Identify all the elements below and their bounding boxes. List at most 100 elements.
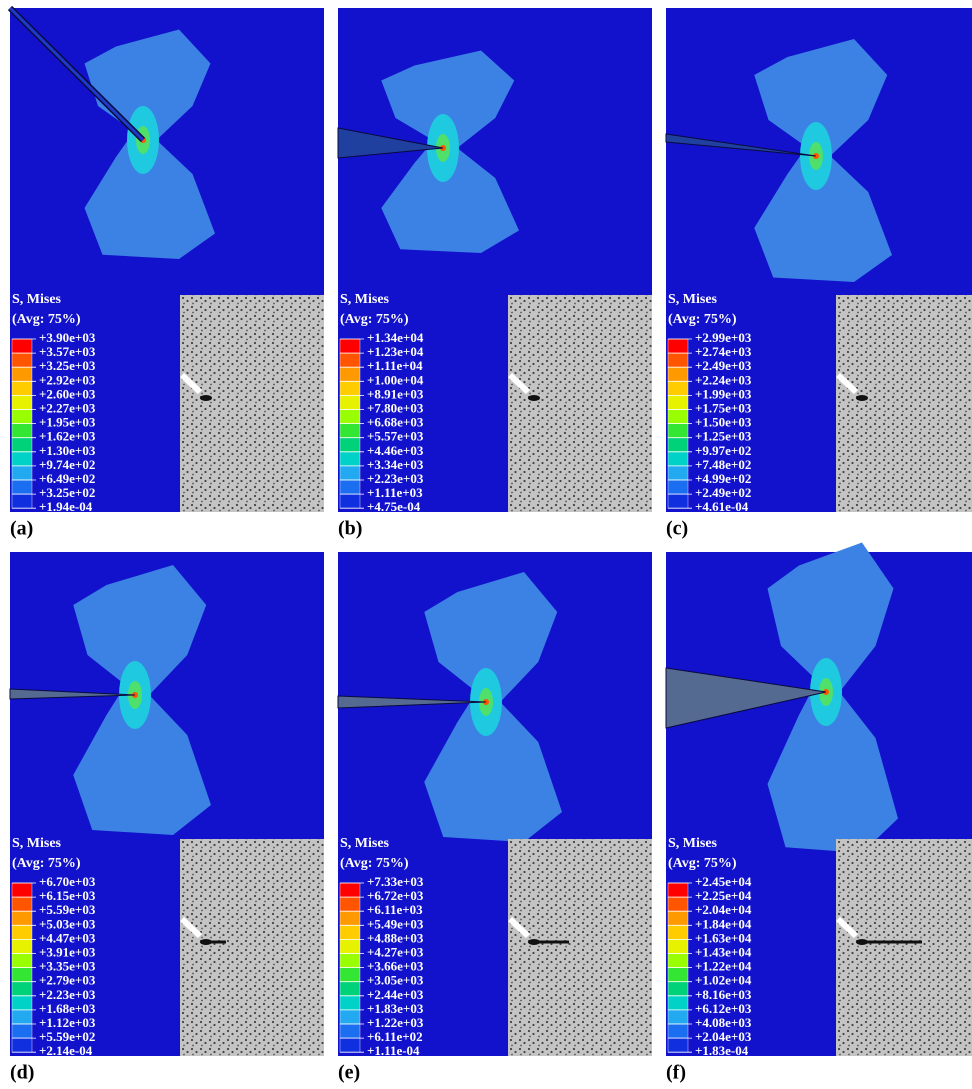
legend-swatch: [668, 381, 688, 395]
legend-value: +2.92e+03: [39, 372, 96, 387]
panel: S, Mises(Avg: 75%)+2.45e+04+2.25e+04+2.0…: [666, 543, 972, 1084]
legend-value: +1.22e+04: [695, 959, 752, 974]
legend-value: +7.33e+03: [367, 874, 424, 889]
legend-swatch: [340, 339, 360, 353]
legend-value: +1.00e+04: [367, 372, 424, 387]
legend-swatch: [340, 1010, 360, 1024]
legend-swatch: [668, 367, 688, 381]
legend-swatch: [340, 381, 360, 395]
legend-value: +1.84e+04: [695, 916, 752, 931]
legend-value: +2.23e+03: [39, 987, 96, 1002]
legend-swatch: [12, 954, 32, 968]
legend-value: +1.83e+03: [367, 1001, 424, 1016]
legend-swatch: [340, 925, 360, 939]
panel: S, Mises(Avg: 75%)+3.90e+03+3.57e+03+3.2…: [10, 8, 324, 540]
legend-value: +3.57e+03: [39, 344, 96, 359]
figure: S, Mises(Avg: 75%)+3.90e+03+3.57e+03+3.2…: [0, 0, 972, 1089]
legend-swatch: [340, 1024, 360, 1038]
legend-value: +5.57e+03: [367, 429, 424, 444]
legend-value: +5.59e+03: [39, 902, 96, 917]
legend-swatch: [668, 1010, 688, 1024]
legend-swatch: [668, 395, 688, 409]
legend-swatch: [12, 982, 32, 996]
legend-swatch: [668, 982, 688, 996]
legend-title: S, Mises: [668, 836, 718, 851]
legend-swatch: [668, 925, 688, 939]
legend-subtitle: (Avg: 75%): [668, 312, 737, 327]
legend-swatch: [340, 1038, 360, 1052]
legend-swatch: [12, 452, 32, 466]
legend-swatch: [12, 939, 32, 953]
legend-value: +2.99e+03: [695, 330, 752, 345]
legend-value: +2.49e+02: [695, 485, 751, 500]
legend-swatch: [668, 452, 688, 466]
legend-swatch: [12, 410, 32, 424]
legend-swatch: [12, 968, 32, 982]
panel-label: (b): [338, 518, 362, 540]
inset-crack-tip: [528, 395, 540, 401]
legend-swatch: [12, 996, 32, 1010]
legend-value: +6.70e+03: [39, 874, 96, 889]
legend-swatch: [340, 452, 360, 466]
legend-swatch: [668, 911, 688, 925]
legend-value: +1.83e-04: [695, 1043, 749, 1058]
legend-value: +1.30e+03: [39, 443, 96, 458]
legend-swatch: [668, 968, 688, 982]
panel: S, Mises(Avg: 75%)+2.99e+03+2.74e+03+2.4…: [666, 8, 972, 540]
legend-swatch: [340, 395, 360, 409]
legend-swatch: [340, 982, 360, 996]
legend-swatch: [668, 494, 688, 508]
panel: S, Mises(Avg: 75%)+1.34e+04+1.23e+04+1.1…: [338, 8, 652, 540]
legend-value: +2.74e+03: [695, 344, 752, 359]
legend-value: +4.08e+03: [695, 1015, 752, 1030]
legend-swatch: [668, 339, 688, 353]
legend-value: +2.14e-04: [39, 1043, 93, 1058]
legend-subtitle: (Avg: 75%): [12, 312, 81, 327]
legend-value: +4.61e-04: [695, 499, 749, 514]
legend-swatch: [12, 339, 32, 353]
legend-swatch: [12, 1038, 32, 1052]
mesh-inset: [180, 839, 324, 1056]
legend-swatch: [668, 410, 688, 424]
legend-swatch: [668, 424, 688, 438]
legend-swatch: [668, 466, 688, 480]
legend-value: +7.48e+02: [695, 457, 751, 472]
legend-swatch: [668, 353, 688, 367]
legend-swatch: [340, 438, 360, 452]
legend-value: +1.34e+04: [367, 330, 424, 345]
legend-value: +6.11e+02: [367, 1029, 423, 1044]
panel: S, Mises(Avg: 75%)+7.33e+03+6.72e+03+6.1…: [338, 552, 652, 1084]
legend-title: S, Mises: [668, 292, 718, 307]
mesh-inset: [836, 839, 972, 1056]
legend-swatch: [12, 367, 32, 381]
legend-swatch: [340, 883, 360, 897]
legend-swatch: [12, 1024, 32, 1038]
legend-value: +6.15e+03: [39, 888, 96, 903]
legend-swatch: [668, 438, 688, 452]
legend-value: +3.05e+03: [367, 973, 424, 988]
legend-value: +1.11e+03: [367, 485, 423, 500]
panel-label: (e): [338, 1062, 360, 1084]
legend-value: +1.11e-04: [367, 1043, 420, 1058]
legend-swatch: [668, 883, 688, 897]
legend-value: +1.43e+04: [695, 944, 752, 959]
legend-swatch: [340, 367, 360, 381]
legend-swatch: [12, 353, 32, 367]
legend-swatch: [668, 897, 688, 911]
legend-value: +1.95e+03: [39, 415, 96, 430]
legend-value: +2.49e+03: [695, 358, 752, 373]
legend-value: +6.49e+02: [39, 471, 95, 486]
legend-swatch: [668, 996, 688, 1010]
legend-value: +2.04e+04: [695, 902, 752, 917]
legend-swatch: [668, 954, 688, 968]
legend-swatch: [340, 353, 360, 367]
legend-swatch: [12, 925, 32, 939]
legend-swatch: [340, 494, 360, 508]
mesh-inset: [180, 295, 324, 512]
legend-swatch: [12, 438, 32, 452]
mesh-inset: [508, 295, 652, 512]
legend-value: +1.50e+03: [695, 415, 752, 430]
legend-value: +4.27e+03: [367, 944, 424, 959]
legend-swatch: [12, 395, 32, 409]
legend-value: +1.23e+04: [367, 344, 424, 359]
